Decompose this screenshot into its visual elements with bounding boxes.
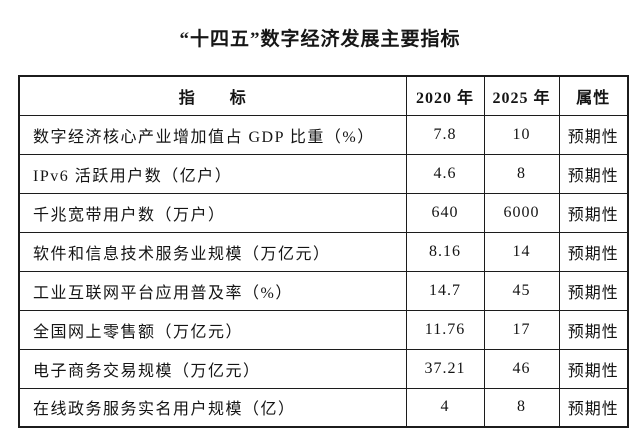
- header-cell-2020: 2020 年: [405, 75, 485, 116]
- cell-2025: 10: [483, 114, 560, 155]
- cell-attribute: 预期性: [558, 231, 629, 272]
- cell-attribute: 预期性: [558, 348, 629, 389]
- document-title: “十四五”数字经济发展主要指标: [179, 29, 461, 50]
- cell-2020: 37.21: [405, 348, 485, 389]
- cell-attribute: 预期性: [558, 309, 629, 350]
- cell-attribute: 预期性: [558, 270, 629, 311]
- table-header-row: 指 标 2020 年 2025 年 属性: [18, 75, 629, 116]
- cell-2025: 8: [483, 153, 560, 194]
- cell-indicator: 在线政务服务实名用户规模（亿）: [18, 387, 407, 428]
- cell-indicator: 数字经济核心产业增加值占 GDP 比重（%）: [18, 114, 407, 155]
- cell-indicator: 软件和信息技术服务业规模（万亿元）: [18, 231, 407, 272]
- cell-attribute: 预期性: [558, 192, 629, 233]
- cell-2025: 6000: [483, 192, 560, 233]
- cell-2020: 7.8: [405, 114, 485, 155]
- indicators-table: 指 标 2020 年 2025 年 属性 数字经济核心产业增加值占 GDP 比重…: [18, 75, 629, 428]
- cell-indicator: 千兆宽带用户数（万户）: [18, 192, 407, 233]
- cell-2025: 17: [483, 309, 560, 350]
- cell-indicator: 电子商务交易规模（万亿元）: [18, 348, 407, 389]
- cell-indicator: 工业互联网平台应用普及率（%）: [18, 270, 407, 311]
- table-row: 千兆宽带用户数（万户） 640 6000 预期性: [18, 192, 629, 233]
- cell-2020: 4: [405, 387, 485, 428]
- table-row: 全国网上零售额（万亿元） 11.76 17 预期性: [18, 309, 629, 350]
- cell-attribute: 预期性: [558, 387, 629, 428]
- cell-2020: 11.76: [405, 309, 485, 350]
- cell-2020: 640: [405, 192, 485, 233]
- cell-attribute: 预期性: [558, 114, 629, 155]
- header-cell-2025: 2025 年: [483, 75, 560, 116]
- cell-2020: 4.6: [405, 153, 485, 194]
- table-row: 数字经济核心产业增加值占 GDP 比重（%） 7.8 10 预期性: [18, 114, 629, 155]
- cell-2025: 46: [483, 348, 560, 389]
- cell-indicator: 全国网上零售额（万亿元）: [18, 309, 407, 350]
- table-row: 电子商务交易规模（万亿元） 37.21 46 预期性: [18, 348, 629, 389]
- cell-2025: 14: [483, 231, 560, 272]
- cell-indicator: IPv6 活跃用户数（亿户）: [18, 153, 407, 194]
- table-row: 软件和信息技术服务业规模（万亿元） 8.16 14 预期性: [18, 231, 629, 272]
- header-cell-indicator: 指 标: [18, 75, 407, 116]
- cell-2025: 8: [483, 387, 560, 428]
- cell-2020: 14.7: [405, 270, 485, 311]
- header-cell-attribute: 属性: [558, 75, 629, 116]
- cell-2020: 8.16: [405, 231, 485, 272]
- table-row: 在线政务服务实名用户规模（亿） 4 8 预期性: [18, 387, 629, 428]
- table-row: IPv6 活跃用户数（亿户） 4.6 8 预期性: [18, 153, 629, 194]
- table-row: 工业互联网平台应用普及率（%） 14.7 45 预期性: [18, 270, 629, 311]
- cell-attribute: 预期性: [558, 153, 629, 194]
- cell-2025: 45: [483, 270, 560, 311]
